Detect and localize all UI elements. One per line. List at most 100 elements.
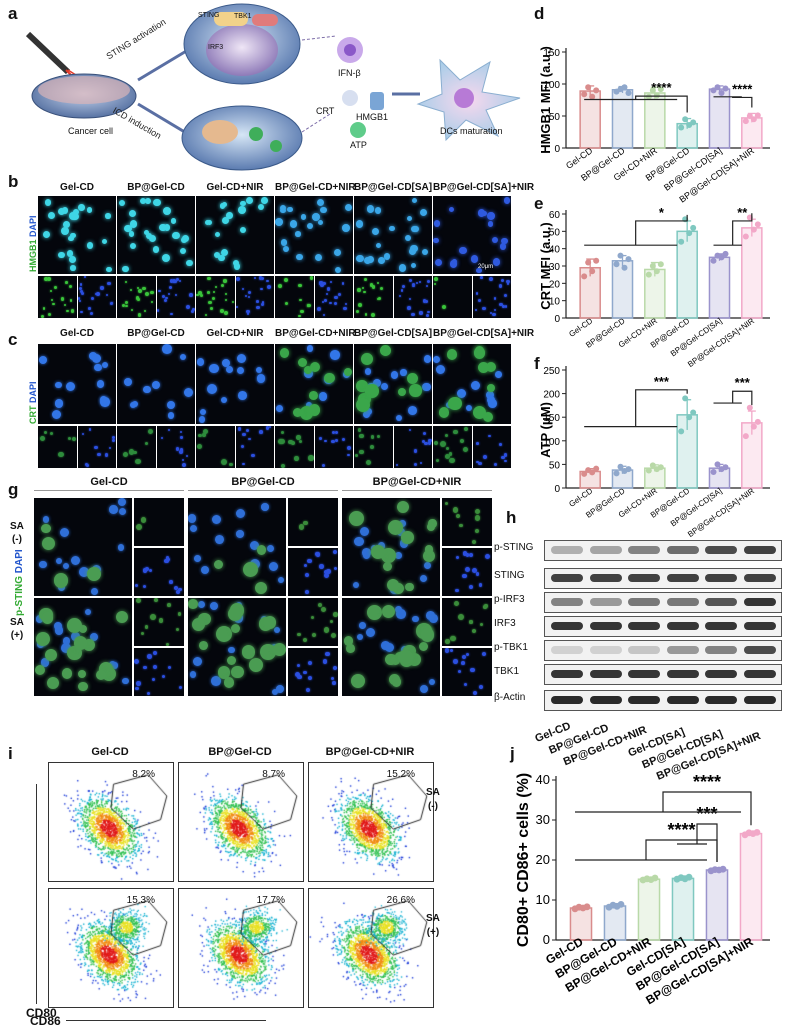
panel-g-col-underline [188, 490, 338, 491]
data-point [621, 264, 628, 271]
cell-blob [179, 280, 182, 282]
cell-blob [70, 555, 80, 565]
cell-blob [413, 226, 420, 233]
data-point [625, 256, 632, 263]
panel-letter-d: d [534, 4, 545, 23]
panel-g-blue-channel [134, 648, 184, 696]
cell-blob [246, 428, 250, 432]
panel-i-ylabel: CD80 [26, 1006, 57, 1020]
cell-blob [356, 254, 365, 263]
panel-b-merged-image [117, 196, 195, 274]
cell-blob [236, 530, 244, 538]
data-point [583, 903, 591, 911]
cell-blob [469, 584, 474, 589]
cell-blob [307, 676, 312, 681]
cell-blob [306, 223, 313, 230]
label-dcs-maturation: DCs maturation [440, 126, 503, 136]
cell-blob [463, 427, 469, 432]
cell-blob [280, 239, 288, 246]
cell-blob [225, 298, 228, 301]
bar [708, 256, 731, 319]
cell-blob [97, 453, 101, 457]
cell-blob [476, 442, 479, 445]
cell-blob [176, 590, 181, 595]
panel-b-blue-channel [472, 276, 511, 318]
cell-blob [180, 353, 187, 360]
panel-c-merged-image [196, 344, 274, 424]
cell-blob [146, 691, 151, 696]
cell-blob [129, 210, 136, 218]
cell-blob [289, 220, 298, 228]
cell-blob [319, 564, 324, 569]
cell-blob [492, 258, 501, 267]
cell-blob [100, 286, 104, 290]
cell-blob [142, 286, 146, 291]
cell-blob [304, 572, 309, 578]
data-point [685, 873, 693, 881]
cell-blob [395, 605, 403, 613]
panel-c-col-label: BP@Gel-CD[SA] [354, 328, 433, 339]
cell-blob [462, 447, 468, 453]
cell-blob [423, 432, 427, 436]
panel-g-merged-image [188, 498, 286, 596]
cell-blob [441, 304, 446, 309]
cell-blob [78, 669, 87, 679]
cell-blob [172, 279, 176, 283]
panel-b-col-label: BP@Gel-CD [127, 182, 185, 193]
cell-blob [145, 566, 150, 571]
cell-blob [323, 627, 330, 633]
panel-letter-a: a [8, 4, 18, 23]
panel-g-blue-channel [288, 548, 338, 596]
cell-blob [325, 293, 329, 296]
cell-blob [411, 197, 417, 203]
cell-blob [304, 366, 313, 375]
cell-blob [445, 639, 450, 644]
cell-blob [459, 523, 463, 528]
cell-blob [53, 286, 57, 290]
cell-blob [224, 311, 228, 316]
cell-blob [151, 380, 161, 390]
panel-c-grid: Gel-CD BP@Gel-CD Gel-CD+NIR BP@Gel-CD+NIR BP… [38, 328, 534, 470]
cell-blob [231, 665, 244, 679]
panel-g-row-label-0: SA (-) [10, 521, 24, 545]
panel-letter-h: h [506, 508, 517, 527]
cell-blob [67, 436, 72, 441]
cell-blob [317, 199, 325, 207]
cell-blob [363, 256, 371, 264]
cell-blob [83, 276, 86, 279]
bracket-arm [645, 839, 718, 862]
y-tick-label: 0 [543, 932, 550, 947]
cell-blob [237, 206, 246, 214]
cell-blob [453, 429, 458, 434]
label-atp: ATP [350, 140, 367, 150]
cell-blob [445, 454, 450, 460]
cell-blob [418, 280, 422, 284]
cell-blob [267, 545, 275, 553]
data-point [750, 116, 757, 123]
cell-blob [483, 455, 488, 460]
cell-blob [390, 370, 399, 379]
cell-blob [63, 562, 69, 569]
cell-blob [180, 247, 187, 254]
cell-blob [322, 300, 324, 303]
cell-blob [412, 283, 416, 287]
cell-blob [455, 514, 460, 518]
cell-blob [199, 293, 204, 297]
panel-c-green-channel [117, 426, 156, 468]
cell-blob [408, 248, 416, 256]
cell-blob [333, 567, 337, 571]
cell-blob [303, 670, 307, 675]
panel-b-blue-channel [235, 276, 274, 318]
cell-blob [502, 305, 505, 308]
cell-blob [426, 523, 435, 532]
cell-blob [453, 601, 460, 607]
data-point [722, 464, 729, 471]
cell-blob [287, 206, 293, 213]
panel-g-merged-image [34, 598, 132, 696]
cell-blob [461, 655, 466, 660]
cell-blob [249, 541, 260, 551]
cell-blob [135, 687, 139, 691]
cell-blob [304, 589, 309, 594]
data-point [710, 87, 717, 94]
